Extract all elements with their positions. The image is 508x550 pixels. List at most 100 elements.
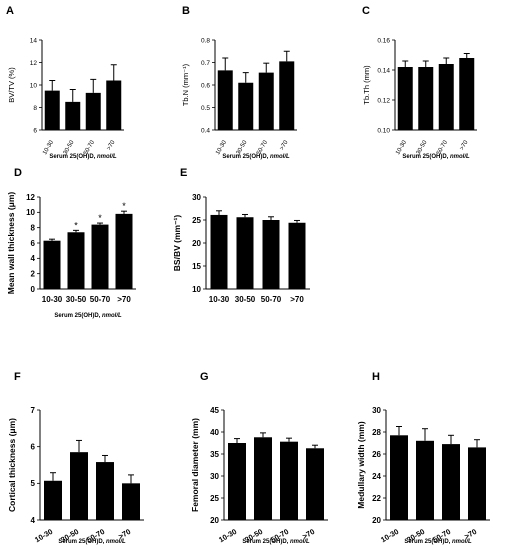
bar <box>91 224 109 289</box>
y-axis-label: Cortical thickness (μm) <box>7 418 17 512</box>
y-tick-label: 30 <box>372 406 381 415</box>
y-tick-label: 45 <box>210 406 219 415</box>
bar <box>468 447 486 520</box>
bar <box>288 222 306 289</box>
y-tick-label: 0.7 <box>201 60 210 67</box>
category-label: >70 <box>290 295 304 304</box>
x-axis-label: Serum 25(OH)D, nmol/L <box>222 154 290 160</box>
y-tick-label: 10 <box>192 285 201 294</box>
x-axis-label: Serum 25(OH)D, nmol/L <box>402 154 470 160</box>
x-axis-label: Serum 25(OH)D, nmol/L <box>49 154 117 160</box>
category-label: >70 <box>459 139 470 151</box>
y-tick-label: 10 <box>30 82 38 89</box>
bar <box>70 452 88 520</box>
bar <box>115 213 133 289</box>
category-label: 30-50 <box>66 295 87 304</box>
y-tick-label: 20 <box>192 239 201 248</box>
y-tick-label: 20 <box>372 516 381 525</box>
y-tick-label: 14 <box>30 37 38 44</box>
y-axis-label: BS/BV (mm⁻¹) <box>172 215 182 272</box>
category-label: 10-30 <box>379 527 400 544</box>
significance-marker: * <box>74 220 78 230</box>
y-tick-label: 0.4 <box>201 127 210 134</box>
y-tick-label: 2 <box>31 269 36 278</box>
category-label: >70 <box>279 139 290 151</box>
y-tick-label: 0.10 <box>377 127 390 134</box>
bar <box>280 441 298 520</box>
bar <box>44 90 60 130</box>
y-axis-label: Mean wall thickness (μm) <box>6 192 16 295</box>
y-tick-label: 30 <box>210 472 219 481</box>
y-tick-label: 20 <box>210 516 219 525</box>
y-tick-label: 0 <box>31 285 36 294</box>
y-tick-label: 4 <box>31 254 36 263</box>
bar <box>67 232 85 289</box>
category-label: 10-30 <box>42 295 63 304</box>
panel-letter: F <box>14 371 21 383</box>
bar <box>262 220 280 289</box>
y-tick-label: 10 <box>26 208 35 217</box>
bar <box>96 462 114 520</box>
panel-letter: H <box>372 371 380 383</box>
bar <box>279 61 295 130</box>
y-tick-label: 0.16 <box>377 37 390 44</box>
bar <box>390 435 408 520</box>
category-label: >70 <box>117 295 131 304</box>
significance-marker: * <box>98 213 102 223</box>
y-tick-label: 28 <box>372 428 381 437</box>
category-label: 30-50 <box>235 295 256 304</box>
category-label: >70 <box>106 139 117 151</box>
y-axis-label: Femoral diameter (mm) <box>190 418 200 512</box>
panel-letter: C <box>362 5 370 17</box>
x-axis-label: Serum 25(OH)D, nmol/L <box>54 313 122 319</box>
y-tick-label: 6 <box>33 127 37 134</box>
panel-e: E 10 15 20 25 30 10-30 30-50 50-70 >70 BS/BV (mm⁻¹… <box>172 167 310 304</box>
y-tick-label: 40 <box>210 428 219 437</box>
x-axis-label: Serum 25(OH)D, nmol/L <box>242 539 310 545</box>
x-axis-label: Serum 25(OH)D, nmol/L <box>404 539 472 545</box>
y-tick-label: 0.5 <box>201 105 210 112</box>
y-tick-label: 12 <box>26 193 35 202</box>
bar <box>238 82 254 130</box>
panel-letter: A <box>6 5 14 17</box>
y-axis-label: Medullary width (mm) <box>356 421 366 509</box>
category-label: 10-30 <box>33 527 54 544</box>
y-tick-label: 4 <box>31 516 36 525</box>
y-tick-label: 0.12 <box>377 97 390 104</box>
y-tick-label: 7 <box>31 406 36 415</box>
y-tick-label: 5 <box>31 479 36 488</box>
y-axis-label: BV/TV (%) <box>7 67 16 103</box>
bar <box>228 443 246 520</box>
panel-letter: B <box>182 5 190 17</box>
y-axis-label: Tb.Th (mm) <box>362 65 371 105</box>
bar <box>210 214 228 289</box>
y-tick-label: 0.14 <box>377 67 390 74</box>
bar <box>85 92 101 130</box>
y-tick-label: 35 <box>210 450 219 459</box>
bar <box>306 448 324 520</box>
x-axis-label: Serum 25(OH)D, nmol/L <box>58 539 126 545</box>
category-label: 10-30 <box>217 527 238 544</box>
y-tick-label: 8 <box>31 223 36 232</box>
y-tick-label: 22 <box>372 494 381 503</box>
y-tick-label: 0.6 <box>201 82 210 89</box>
bar <box>106 80 122 130</box>
panel-d: D 0 2 4 6 8 10 12 10-30 * 30-50 * 50-70 * >70 Mean wall… <box>6 167 136 319</box>
bar <box>43 240 61 289</box>
bar <box>397 67 413 130</box>
bar <box>122 483 140 520</box>
bar <box>416 440 434 520</box>
bar <box>438 64 454 130</box>
y-tick-label: 24 <box>372 472 381 481</box>
bar <box>236 217 254 289</box>
y-tick-label: 6 <box>31 239 36 248</box>
y-axis-label: Tb.N (mm⁻¹) <box>181 63 190 106</box>
category-label: 10-30 <box>209 295 230 304</box>
bar <box>442 444 460 520</box>
